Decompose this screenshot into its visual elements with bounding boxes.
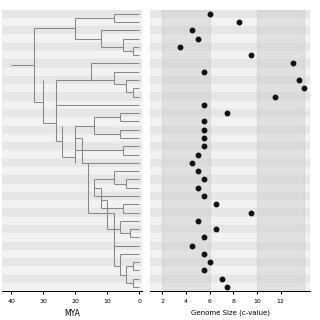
Bar (150, 167, 310, 175)
Bar (2, 142, 142, 150)
X-axis label: Genome Size (c-value): Genome Size (c-value) (191, 309, 270, 316)
Bar (150, 283, 310, 291)
Bar (150, 250, 310, 258)
Bar (2, 26, 142, 35)
Bar (150, 225, 310, 233)
Bar (150, 35, 310, 43)
Bar (2, 250, 142, 258)
Bar (150, 159, 310, 167)
Bar (150, 175, 310, 184)
Bar (257, 10, 304, 291)
Bar (150, 10, 310, 18)
Bar (2, 43, 142, 51)
Bar (150, 258, 310, 266)
Bar (2, 275, 142, 283)
Bar (150, 242, 310, 250)
Bar (2, 101, 142, 109)
Bar (2, 225, 142, 233)
Bar (2, 117, 142, 125)
Bar (2, 167, 142, 175)
Bar (2, 159, 142, 167)
Bar (150, 109, 310, 117)
Bar (150, 200, 310, 208)
Bar (150, 51, 310, 59)
Bar (150, 84, 310, 92)
Bar (150, 233, 310, 242)
Bar (2, 283, 142, 291)
Bar (150, 43, 310, 51)
Bar (150, 134, 310, 142)
Bar (2, 134, 142, 142)
Bar (2, 18, 142, 26)
Bar (150, 275, 310, 283)
Bar (2, 217, 142, 225)
Bar (150, 192, 310, 200)
Bar (150, 18, 310, 26)
Bar (162, 10, 210, 291)
Bar (150, 266, 310, 275)
Bar (2, 175, 142, 184)
Bar (2, 92, 142, 101)
Bar (150, 217, 310, 225)
X-axis label: MYA: MYA (64, 309, 80, 318)
Bar (150, 26, 310, 35)
Bar (150, 125, 310, 134)
Bar (2, 184, 142, 192)
Bar (150, 150, 310, 159)
Bar (2, 200, 142, 208)
Bar (2, 258, 142, 266)
Bar (2, 109, 142, 117)
Bar (2, 84, 142, 92)
Bar (150, 208, 310, 217)
Bar (2, 76, 142, 84)
Bar (150, 142, 310, 150)
Bar (2, 68, 142, 76)
Bar (2, 35, 142, 43)
Bar (150, 76, 310, 84)
Bar (2, 208, 142, 217)
Bar (2, 266, 142, 275)
Bar (2, 192, 142, 200)
Bar (2, 150, 142, 159)
Bar (2, 125, 142, 134)
Bar (150, 117, 310, 125)
Bar (150, 101, 310, 109)
Bar (2, 233, 142, 242)
Bar (2, 10, 142, 18)
Bar (150, 184, 310, 192)
Bar (2, 242, 142, 250)
Bar (150, 68, 310, 76)
Bar (150, 92, 310, 101)
Bar (2, 59, 142, 68)
Bar (150, 59, 310, 68)
Bar (2, 51, 142, 59)
